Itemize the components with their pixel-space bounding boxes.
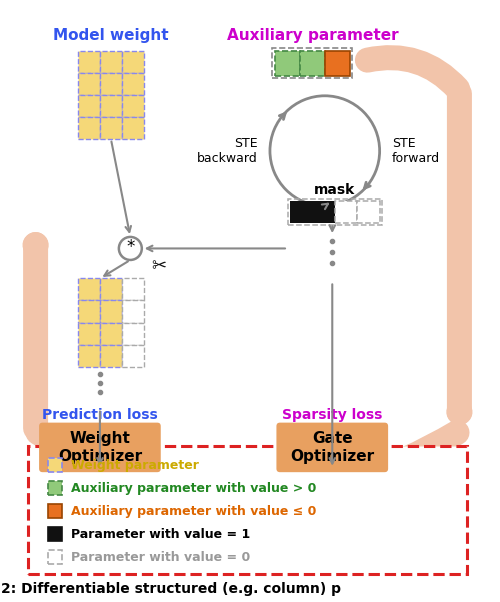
Text: Parameter with value = 1: Parameter with value = 1 <box>71 528 250 541</box>
Bar <box>48 504 62 518</box>
Bar <box>300 51 325 76</box>
Bar <box>78 117 100 139</box>
Text: Sparsity loss: Sparsity loss <box>282 408 382 422</box>
Bar <box>357 201 380 223</box>
FancyBboxPatch shape <box>276 423 388 472</box>
Bar <box>48 550 62 564</box>
Bar <box>335 201 357 223</box>
Bar <box>78 300 100 323</box>
Bar <box>48 481 62 495</box>
Bar <box>100 95 122 117</box>
Bar <box>325 51 349 76</box>
Text: mask: mask <box>314 183 356 197</box>
Text: STE
forward: STE forward <box>392 137 440 165</box>
Text: Parameter with value = 0: Parameter with value = 0 <box>71 551 250 563</box>
Bar <box>122 323 144 344</box>
Bar <box>78 279 100 300</box>
Bar <box>122 279 144 300</box>
Text: Weight
Optimizer: Weight Optimizer <box>58 431 142 464</box>
Bar <box>78 344 100 367</box>
Text: Auxiliary parameter with value ≤ 0: Auxiliary parameter with value ≤ 0 <box>71 504 316 518</box>
Text: Auxiliary parameter with value > 0: Auxiliary parameter with value > 0 <box>71 482 316 495</box>
Bar <box>100 344 122 367</box>
Bar <box>122 300 144 323</box>
Bar <box>48 527 62 541</box>
Bar <box>100 279 122 300</box>
Text: ✂: ✂ <box>152 257 167 275</box>
Bar <box>28 446 467 574</box>
Text: Prediction loss: Prediction loss <box>42 408 158 422</box>
Bar <box>100 51 122 73</box>
Text: Weight parameter: Weight parameter <box>71 459 199 472</box>
Text: STE
backward: STE backward <box>196 137 258 165</box>
Bar <box>48 458 62 472</box>
Text: 2: Differentiable structured (e.g. column) p: 2: Differentiable structured (e.g. colum… <box>0 582 340 597</box>
Bar <box>275 51 300 76</box>
Bar <box>288 199 382 225</box>
Bar <box>100 300 122 323</box>
Bar <box>122 344 144 367</box>
Bar <box>78 51 100 73</box>
Bar <box>122 117 144 139</box>
Text: *: * <box>126 238 134 256</box>
Circle shape <box>119 237 142 260</box>
Text: Gate
Optimizer: Gate Optimizer <box>290 431 374 464</box>
Bar <box>100 73 122 95</box>
Text: Model weight: Model weight <box>53 28 168 43</box>
FancyBboxPatch shape <box>39 423 160 472</box>
FancyArrowPatch shape <box>459 93 460 412</box>
Bar <box>312 201 335 223</box>
Text: Auxiliary parameter: Auxiliary parameter <box>226 28 398 43</box>
FancyArrowPatch shape <box>38 433 457 495</box>
Bar <box>78 323 100 344</box>
Bar <box>100 323 122 344</box>
FancyArrowPatch shape <box>368 58 458 88</box>
Bar <box>100 117 122 139</box>
FancyArrowPatch shape <box>35 244 36 429</box>
Bar <box>78 73 100 95</box>
Bar <box>290 201 312 223</box>
Bar <box>78 95 100 117</box>
Bar <box>122 95 144 117</box>
Bar <box>122 51 144 73</box>
Bar <box>272 48 352 78</box>
Bar <box>122 73 144 95</box>
